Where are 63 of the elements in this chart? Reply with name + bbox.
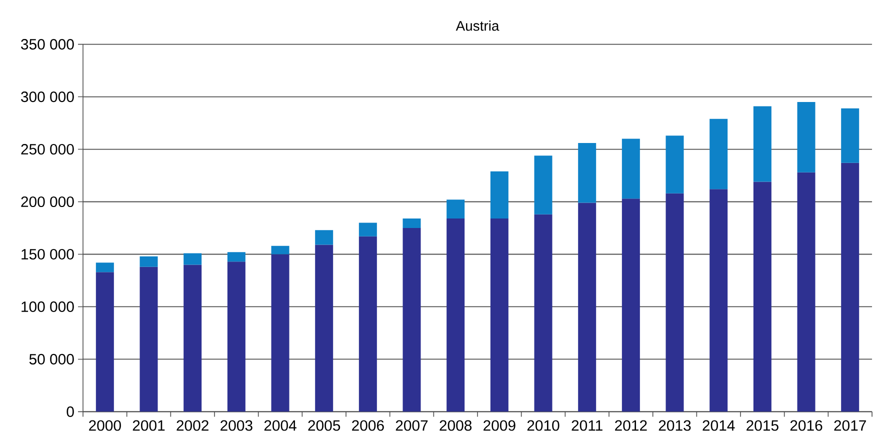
- bar: [622, 198, 640, 412]
- x-tick-label: 2005: [308, 420, 340, 431]
- x-tick-label: 2008: [440, 420, 472, 431]
- x-tick-label: 2011: [572, 420, 602, 431]
- bar: [184, 253, 202, 265]
- x-tick-label: 2000: [89, 420, 121, 431]
- bar: [578, 202, 596, 412]
- bar: [753, 106, 772, 182]
- y-tick-label: 250 000: [21, 144, 74, 155]
- bar: [534, 156, 552, 214]
- x-tick-label: 2015: [746, 420, 778, 431]
- x-tick-label: 2017: [834, 420, 866, 431]
- x-tick-label: 2012: [615, 420, 647, 431]
- y-tick-label: 300 000: [21, 91, 74, 102]
- bar: [140, 266, 158, 412]
- x-tick-label: 2007: [396, 420, 428, 431]
- bar: [271, 246, 290, 254]
- bar: [227, 262, 246, 412]
- y-tick-label: 150 000: [22, 248, 74, 260]
- bar: [753, 182, 772, 412]
- bar: [710, 189, 728, 412]
- bar: [358, 236, 377, 412]
- bar: [710, 118, 728, 190]
- bar: [446, 218, 465, 412]
- bar: [402, 228, 421, 412]
- x-tick-label: 2009: [484, 420, 516, 431]
- bar: [490, 171, 508, 219]
- bar: [315, 244, 334, 412]
- x-tick-label: 2016: [790, 420, 822, 431]
- bar: [446, 200, 465, 219]
- y-tick-label: 350 000: [21, 39, 74, 50]
- x-tick-label: 2002: [176, 420, 208, 431]
- y-tick-label: 200 000: [21, 196, 74, 208]
- x-tick-label: 2004: [264, 420, 296, 431]
- bar: [797, 102, 816, 172]
- bar: [402, 218, 421, 228]
- bar: [841, 108, 860, 163]
- y-tick-label: 50 000: [29, 354, 74, 364]
- bar: [140, 256, 158, 267]
- y-tick-label: 100 000: [22, 301, 74, 312]
- x-tick-label: 2014: [702, 420, 735, 431]
- bar: [227, 252, 246, 262]
- x-tick-label: 2003: [220, 420, 252, 431]
- x-tick-label: 2006: [352, 420, 384, 431]
- chart-title: Austria: [456, 20, 500, 31]
- bar: [534, 214, 552, 412]
- bar: [622, 138, 640, 199]
- bar: [271, 254, 290, 412]
- bar: [490, 218, 508, 412]
- bar: [96, 272, 114, 412]
- bar: [578, 142, 596, 203]
- bar: [358, 222, 377, 236]
- bar: [184, 264, 202, 412]
- x-tick-label: 2001: [132, 420, 165, 431]
- x-tick-label: 2013: [658, 420, 691, 431]
- bar: [315, 230, 334, 245]
- bar: [666, 136, 684, 194]
- x-tick-label: 2010: [527, 420, 560, 431]
- bar: [841, 162, 860, 412]
- bar: [666, 193, 684, 412]
- bar: [96, 262, 114, 272]
- y-tick-label: 0: [66, 406, 74, 417]
- bar: [797, 172, 816, 412]
